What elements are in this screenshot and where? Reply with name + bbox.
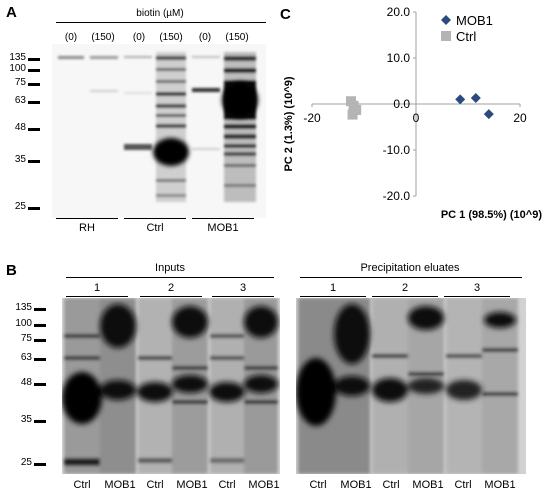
- mw-label: 25: [14, 201, 26, 212]
- section-line-inputs: [66, 277, 274, 278]
- mw-label: 135: [15, 302, 32, 313]
- dose-label: (150): [159, 32, 183, 43]
- group-line: [124, 218, 186, 219]
- dose-label: (150): [91, 32, 115, 43]
- biotin-label: biotin (µM): [136, 8, 184, 19]
- mw-label: 35: [20, 414, 32, 425]
- lane-label: MOB1: [484, 479, 516, 491]
- western-blot-a: [52, 44, 266, 218]
- panel-a-label: A: [6, 4, 17, 21]
- lane-label: MOB1: [104, 479, 136, 491]
- mw-tick: [28, 69, 40, 72]
- y-tick-label: -20.0: [383, 189, 411, 203]
- replicate-label: 2: [401, 282, 409, 294]
- x-axis-title: PC 1 (98.5%) (10^9): [441, 209, 543, 221]
- group-label: MOB1: [207, 222, 239, 234]
- replicate-line: [66, 296, 128, 297]
- mw-tick: [28, 83, 40, 86]
- mw-label: 75: [14, 77, 26, 88]
- western-blot-eluates: [296, 298, 526, 474]
- lane-label: MOB1: [248, 479, 280, 491]
- dose-label: (150): [225, 32, 249, 43]
- legend-marker: [441, 15, 451, 25]
- replicate-label: 1: [93, 282, 101, 294]
- mw-tick: [28, 160, 40, 163]
- lane-label: MOB1: [176, 479, 208, 491]
- lane-label: Ctrl: [382, 479, 400, 491]
- lane-label: Ctrl: [146, 479, 164, 491]
- biotin-line: [56, 22, 266, 23]
- mw-tick: [28, 128, 40, 131]
- lane-label: Ctrl: [309, 479, 327, 491]
- section-line-eluates: [300, 277, 522, 278]
- replicate-label: 1: [329, 282, 337, 294]
- western-blot-inputs: [62, 298, 280, 474]
- replicate-line: [212, 296, 274, 297]
- y-tick-label: 0.0: [393, 97, 410, 111]
- mw-label: 63: [14, 95, 26, 106]
- x-tick-label: -20: [303, 111, 321, 125]
- x-tick-label: 0: [413, 111, 420, 125]
- mw-tick: [34, 324, 46, 327]
- replicate-label: 3: [239, 282, 247, 294]
- mw-label: 100: [15, 318, 32, 329]
- mw-label: 48: [20, 377, 32, 388]
- group-label: Ctrl: [146, 222, 164, 234]
- mw-label: 25: [20, 457, 32, 468]
- data-point-ctrl: [347, 109, 358, 120]
- mw-tick: [28, 207, 40, 210]
- mw-tick: [28, 58, 40, 61]
- replicate-line: [372, 296, 438, 297]
- data-point-mob1: [483, 109, 494, 120]
- lane-label: MOB1: [340, 479, 372, 491]
- replicate-label: 3: [473, 282, 481, 294]
- legend-label: MOB1: [456, 13, 493, 28]
- dose-label: (0): [64, 32, 78, 43]
- x-tick-label: 20: [513, 111, 527, 125]
- replicate-line: [444, 296, 510, 297]
- y-tick-label: 20.0: [387, 5, 411, 19]
- dose-label: (0): [132, 32, 146, 43]
- section-label-inputs: Inputs: [155, 262, 185, 274]
- mw-label: 63: [20, 352, 32, 363]
- y-axis-title: PC 2 (1.3%) (10^9): [283, 76, 295, 171]
- group-line: [192, 218, 254, 219]
- legend-label: Ctrl: [456, 29, 476, 44]
- data-point-mob1: [470, 93, 481, 104]
- lane-label: MOB1: [412, 479, 444, 491]
- mw-label: 75: [20, 333, 32, 344]
- mw-label: 135: [9, 52, 26, 63]
- y-tick-label: 10.0: [387, 51, 411, 65]
- replicate-line: [300, 296, 366, 297]
- mw-tick: [34, 463, 46, 466]
- dose-label: (0): [198, 32, 212, 43]
- lane-label: Ctrl: [73, 479, 91, 491]
- group-line: [56, 218, 118, 219]
- mw-label: 100: [9, 63, 26, 74]
- mw-label: 35: [14, 154, 26, 165]
- mw-tick: [34, 339, 46, 342]
- panel-b-label: B: [6, 262, 17, 279]
- lane-label: Ctrl: [218, 479, 236, 491]
- y-tick-label: -10.0: [383, 143, 411, 157]
- data-point-mob1: [455, 94, 466, 105]
- mw-tick: [28, 101, 40, 104]
- mw-tick: [34, 420, 46, 423]
- mw-tick: [34, 383, 46, 386]
- mw-label: 48: [14, 122, 26, 133]
- group-label: RH: [79, 222, 95, 234]
- mw-tick: [34, 358, 46, 361]
- lane-label: Ctrl: [454, 479, 472, 491]
- replicate-label: 2: [167, 282, 175, 294]
- panel-c-label: C: [280, 6, 291, 23]
- mw-tick: [34, 308, 46, 311]
- section-label-eluates: Precipitation eluates: [360, 262, 460, 274]
- legend-marker: [441, 31, 451, 41]
- replicate-line: [140, 296, 202, 297]
